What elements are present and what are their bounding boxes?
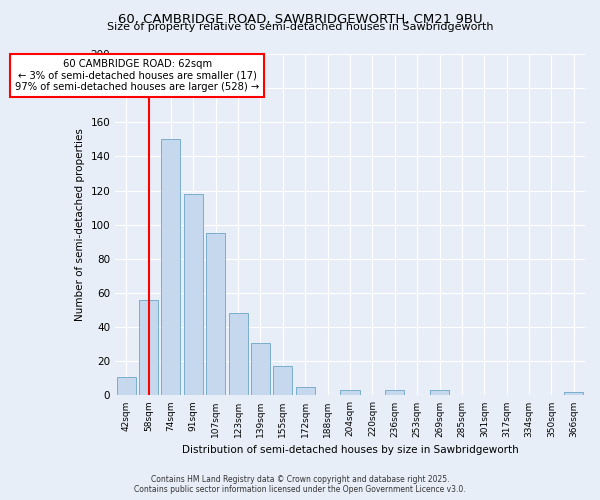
Bar	[296, 387, 315, 396]
Bar	[385, 390, 404, 396]
Bar	[161, 140, 181, 396]
Text: 60 CAMBRIDGE ROAD: 62sqm
← 3% of semi-detached houses are smaller (17)
97% of se: 60 CAMBRIDGE ROAD: 62sqm ← 3% of semi-de…	[15, 59, 259, 92]
Bar	[184, 194, 203, 396]
Bar	[430, 390, 449, 396]
Bar	[564, 392, 583, 396]
Bar	[139, 300, 158, 396]
Text: Size of property relative to semi-detached houses in Sawbridgeworth: Size of property relative to semi-detach…	[107, 22, 493, 32]
Text: Contains HM Land Registry data © Crown copyright and database right 2025.
Contai: Contains HM Land Registry data © Crown c…	[134, 474, 466, 494]
Bar	[229, 314, 248, 396]
Bar	[206, 234, 225, 396]
Bar	[116, 376, 136, 396]
Bar	[251, 342, 270, 396]
X-axis label: Distribution of semi-detached houses by size in Sawbridgeworth: Distribution of semi-detached houses by …	[182, 445, 518, 455]
Bar	[274, 366, 292, 396]
Bar	[340, 390, 359, 396]
Y-axis label: Number of semi-detached properties: Number of semi-detached properties	[75, 128, 85, 321]
Text: 60, CAMBRIDGE ROAD, SAWBRIDGEWORTH, CM21 9BU: 60, CAMBRIDGE ROAD, SAWBRIDGEWORTH, CM21…	[118, 12, 482, 26]
